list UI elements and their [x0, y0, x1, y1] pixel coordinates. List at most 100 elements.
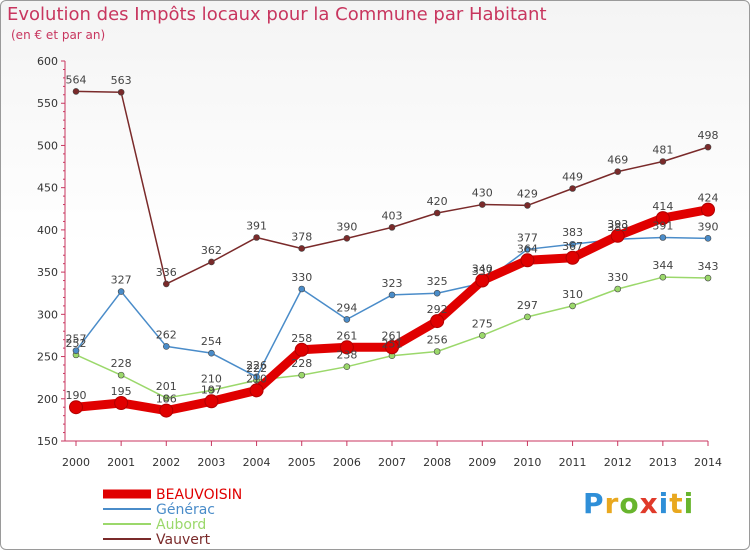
data-label: 391 — [652, 219, 673, 232]
data-label: 257 — [66, 333, 87, 346]
data-point — [614, 285, 622, 293]
data-label: 563 — [111, 74, 132, 87]
data-label: 343 — [698, 260, 719, 273]
data-label: 297 — [517, 299, 538, 312]
data-label: 424 — [698, 192, 719, 205]
data-label: 190 — [66, 389, 87, 402]
data-label: 414 — [652, 200, 673, 213]
x-tick-label: 2014 — [694, 456, 722, 469]
data-label: 226 — [246, 359, 267, 372]
series-aubord-group — [72, 273, 712, 402]
data-point — [343, 316, 351, 323]
data-point — [294, 342, 309, 357]
y-tick-label: 550 — [37, 97, 58, 110]
data-label: 364 — [517, 242, 538, 255]
legend-label: Aubord — [156, 517, 206, 533]
data-point — [72, 347, 80, 354]
x-tick-label: 2012 — [604, 456, 632, 469]
data-point — [208, 349, 215, 357]
x-tick-label: 2001 — [107, 456, 135, 469]
data-point — [524, 202, 531, 209]
data-label: 294 — [336, 301, 357, 314]
data-point — [388, 291, 396, 299]
data-point — [162, 394, 170, 402]
x-tick-label: 2010 — [513, 456, 541, 469]
brand-letter: t — [669, 487, 684, 520]
data-label: 481 — [652, 143, 673, 156]
data-point — [343, 235, 351, 242]
data-point — [524, 313, 531, 321]
data-label: 564 — [66, 73, 87, 86]
data-label: 222 — [246, 362, 267, 375]
data-point — [433, 209, 441, 217]
data-point — [159, 403, 174, 418]
data-point — [298, 285, 306, 293]
data-point — [162, 280, 170, 288]
data-label: 362 — [201, 244, 222, 257]
data-label: 261 — [336, 329, 357, 342]
data-label: 325 — [427, 275, 448, 288]
brand-letter: x — [639, 487, 659, 520]
data-point — [385, 340, 399, 355]
data-point — [565, 250, 580, 265]
series-beauvoisin-group — [69, 202, 715, 418]
data-point — [298, 371, 306, 379]
legend-label: BEAUVOISIN — [156, 487, 242, 503]
data-label: 256 — [427, 333, 448, 346]
data-label: 228 — [111, 357, 132, 370]
data-point — [249, 383, 264, 398]
data-label: 261 — [382, 329, 403, 342]
data-point — [704, 274, 712, 282]
x-tick-label: 2013 — [649, 456, 677, 469]
brand-letter: i — [683, 487, 695, 520]
data-label: 275 — [472, 317, 493, 330]
data-point — [339, 340, 354, 355]
data-label: 337 — [472, 265, 493, 278]
data-label: 403 — [382, 209, 403, 222]
data-label: 330 — [607, 271, 628, 284]
data-point — [655, 211, 670, 226]
data-point — [433, 289, 441, 297]
data-point — [114, 396, 129, 410]
data-label: 195 — [111, 385, 132, 398]
y-tick-label: 150 — [37, 435, 58, 448]
data-label: 390 — [336, 220, 357, 233]
data-label: 254 — [201, 335, 222, 348]
data-point — [117, 288, 125, 295]
data-point — [208, 387, 215, 394]
legend-label: Générac — [156, 502, 215, 518]
brand-letter: r — [604, 487, 620, 520]
data-point — [162, 343, 170, 350]
series-vauvert-group — [72, 88, 712, 288]
data-point — [659, 273, 667, 281]
data-label: 383 — [562, 226, 583, 239]
data-point — [659, 158, 667, 165]
data-point — [433, 348, 441, 355]
data-point — [701, 202, 715, 217]
data-label: 344 — [652, 259, 673, 272]
x-tick-label: 2005 — [288, 456, 316, 469]
proxiti-logo: Proxiti — [583, 487, 694, 520]
data-label: 378 — [291, 230, 312, 243]
data-label: 323 — [382, 277, 403, 290]
y-tick-label: 300 — [37, 308, 58, 321]
legend-label: Vauvert — [156, 532, 211, 548]
y-tick-label: 600 — [37, 55, 58, 68]
data-label: 429 — [517, 187, 538, 200]
y-tick-label: 250 — [37, 351, 58, 364]
data-label: 430 — [472, 187, 493, 200]
data-point — [208, 258, 215, 266]
chart-title: Evolution des Impôts locaux pour la Comm… — [7, 4, 547, 25]
data-point — [117, 88, 125, 96]
data-label: 420 — [427, 195, 448, 208]
data-label: 469 — [607, 154, 628, 167]
data-label: 327 — [111, 274, 132, 287]
data-point — [704, 143, 712, 151]
data-point — [610, 228, 625, 243]
data-point — [204, 394, 219, 409]
data-point — [478, 201, 486, 208]
brand-letter: i — [658, 487, 670, 520]
y-tick-label: 200 — [37, 393, 58, 406]
